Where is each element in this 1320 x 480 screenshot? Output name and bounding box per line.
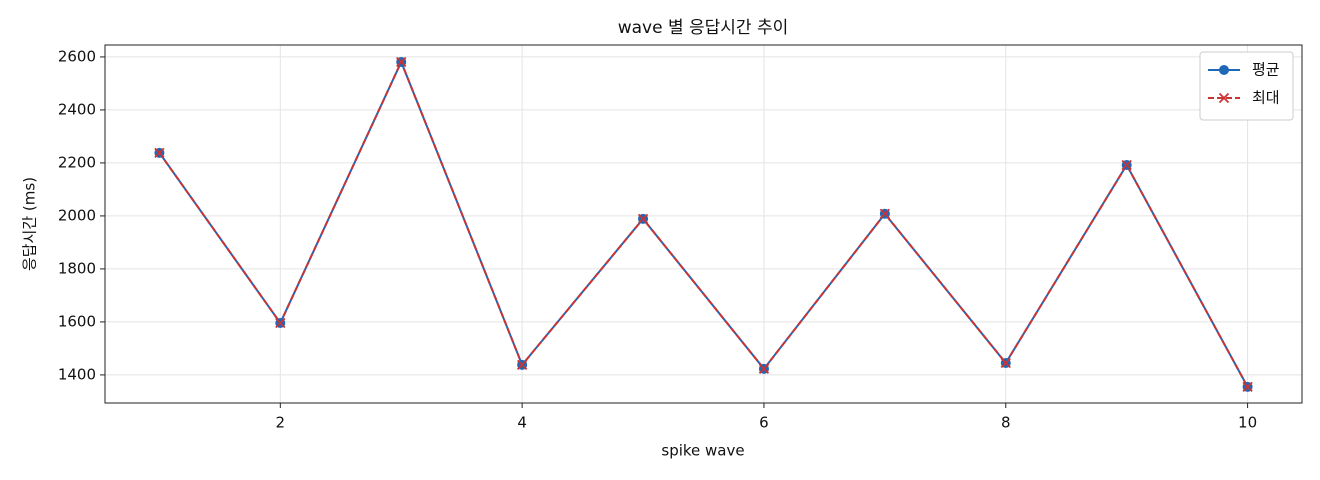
- marker: [154, 147, 165, 158]
- y-tick-label: 1400: [58, 365, 96, 383]
- legend-label: 최대: [1252, 89, 1280, 107]
- x-tick-label: 8: [1001, 414, 1011, 432]
- marker: [879, 208, 891, 219]
- x-tick-label: 6: [759, 414, 769, 432]
- marker: [637, 213, 649, 224]
- x-tick-label: 10: [1238, 414, 1257, 432]
- chart-title: wave 별 응답시간 추이: [618, 18, 789, 38]
- marker: [1000, 357, 1011, 369]
- legend-marker: [1218, 92, 1230, 104]
- y-tick-label: 2400: [58, 100, 96, 118]
- y-tick-label: 1800: [58, 259, 96, 277]
- y-tick-label: 2200: [58, 153, 96, 171]
- legend-marker: [1219, 65, 1229, 75]
- y-tick-label: 1600: [58, 312, 96, 330]
- plot-data: [154, 56, 1253, 392]
- marker: [396, 56, 407, 68]
- y-tick-label: 2000: [58, 206, 96, 224]
- x-tick-label: 4: [517, 414, 527, 432]
- x-axis-label: spike wave: [661, 442, 744, 460]
- marker: [1242, 381, 1253, 392]
- legend-label: 평균: [1252, 61, 1280, 79]
- x-tick-label: 2: [276, 414, 286, 432]
- plot-frame: [104, 44, 1303, 404]
- marker: [758, 363, 770, 374]
- series-line: [158, 59, 1249, 388]
- marker: [1121, 159, 1132, 171]
- marker: [275, 317, 286, 329]
- y-axis-label: 응답시간 (ms): [21, 177, 39, 271]
- marker: [516, 359, 528, 370]
- y-tick-label: 2600: [58, 47, 96, 65]
